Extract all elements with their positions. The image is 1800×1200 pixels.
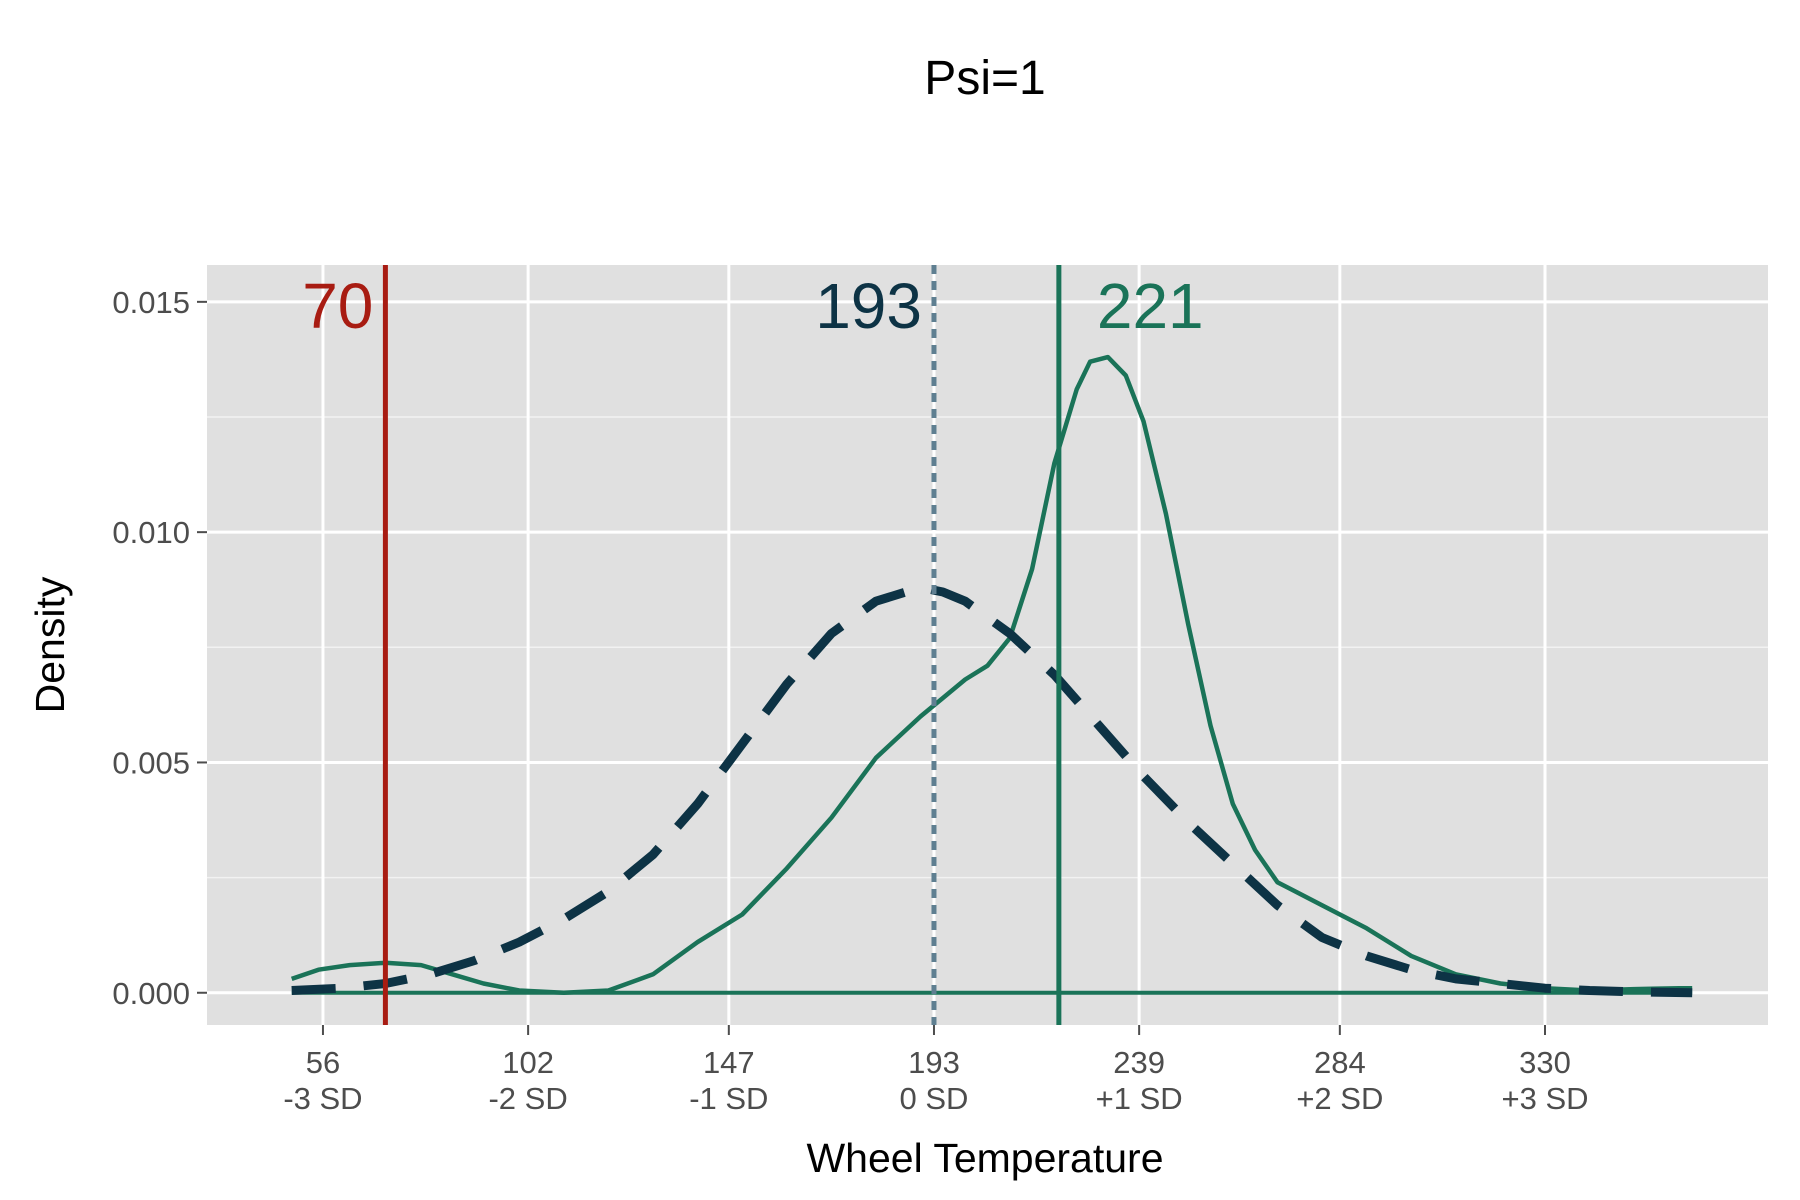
x-tick-sublabel: +3 SD [1501, 1081, 1588, 1116]
x-tick-sublabel: +1 SD [1096, 1081, 1183, 1116]
chart-title: Psi=1 [924, 52, 1045, 105]
x-tick-sublabel: -3 SD [283, 1081, 362, 1116]
grid-lines [207, 265, 1768, 1025]
x-tick-label: 193 [908, 1045, 960, 1080]
x-tick-sublabel: -2 SD [488, 1081, 567, 1116]
y-tick-label: 0.005 [112, 745, 190, 780]
chart-marks: 70 193 221 [290, 265, 1693, 1025]
x-tick-sublabel: 0 SD [900, 1081, 969, 1116]
y-tick-label: 0.010 [112, 515, 190, 550]
x-tick-label: 330 [1519, 1045, 1571, 1080]
x-axis-title: Wheel Temperature [806, 1135, 1163, 1181]
y-axis-title: Density [27, 576, 73, 713]
x-tick-label: 56 [306, 1045, 340, 1080]
axes: 0.000 0.005 0.010 0.015 56-3 SD 102-2 SD 147-1… [112, 285, 1588, 1116]
x-tick-label: 239 [1113, 1045, 1165, 1080]
reference-label-221: 221 [1097, 270, 1204, 342]
reference-label-193: 193 [815, 270, 922, 342]
x-tick-sublabel: -1 SD [689, 1081, 768, 1116]
solid-density-line [290, 354, 1693, 996]
reference-label-70: 70 [302, 270, 373, 342]
plot-panel [207, 265, 1768, 1025]
x-tick-label: 147 [703, 1045, 755, 1080]
y-tick-label: 0.015 [112, 285, 190, 320]
dashed-density-line [291, 582, 1693, 998]
x-tick-label: 284 [1314, 1045, 1366, 1080]
x-tick-sublabel: +2 SD [1296, 1081, 1383, 1116]
x-tick-label: 102 [502, 1045, 554, 1080]
y-tick-label: 0.000 [112, 976, 190, 1011]
